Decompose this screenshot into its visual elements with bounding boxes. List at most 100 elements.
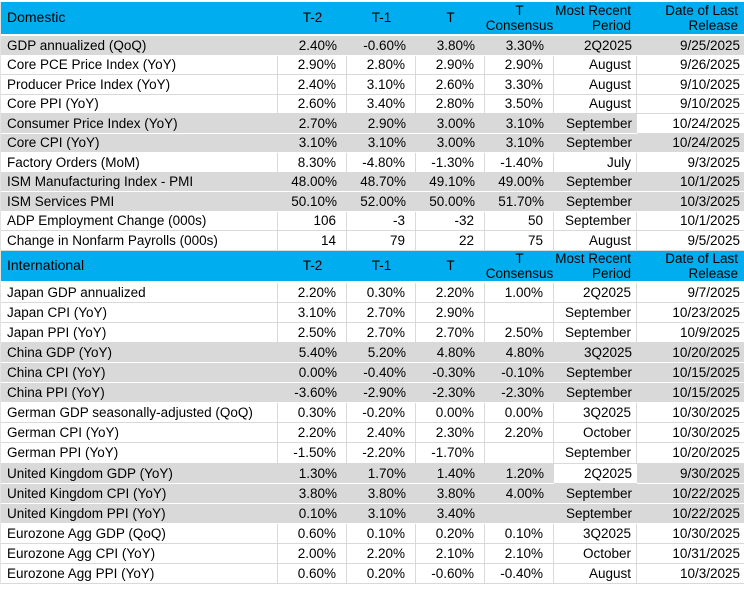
cell-label[interactable]: German PPI (YoY) [1,443,278,464]
cell-t[interactable]: 0.20% [416,523,485,544]
cell-t2[interactable]: 2.70% [278,114,347,134]
cell-t2[interactable]: 48.00% [278,172,347,192]
section-title-domestic[interactable]: Domestic [1,2,278,36]
cell-t2[interactable]: 2.60% [278,94,347,114]
cell-t[interactable]: 3.80% [416,483,485,504]
cell-date[interactable]: 9/25/2025 [637,36,744,56]
cell-label[interactable]: Core PCE Price Index (YoY) [1,55,278,75]
cell-t[interactable]: 2.60% [416,75,485,95]
cell-t[interactable]: 3.80% [416,36,485,56]
cell-period[interactable]: September [554,322,637,343]
cell-t[interactable]: 22 [416,231,485,251]
cell-t2[interactable]: 2.50% [278,322,347,343]
cell-t2[interactable]: -1.50% [278,443,347,464]
cell-cons[interactable]: 2.20% [485,423,554,444]
cell-cons[interactable] [485,443,554,464]
cell-date[interactable]: 10/24/2025 [637,114,744,134]
cell-label[interactable]: China PPI (YoY) [1,383,278,404]
cell-t2[interactable]: 106 [278,211,347,231]
cell-t[interactable]: -1.30% [416,153,485,173]
cell-t2[interactable]: 0.60% [278,523,347,544]
cell-label[interactable]: German GDP seasonally-adjusted (QoQ) [1,403,278,424]
cell-date[interactable]: 9/7/2025 [637,282,744,303]
cell-label[interactable]: United Kingdom CPI (YoY) [1,483,278,504]
cell-date[interactable]: 10/30/2025 [637,403,744,424]
column-header-cons[interactable]: T Consensus [485,2,554,36]
cell-period[interactable]: September [554,302,637,323]
column-header-t2[interactable]: T-2 [278,250,347,283]
cell-period[interactable]: September [554,114,637,134]
cell-label[interactable]: Japan GDP annualized [1,282,278,303]
cell-t2[interactable]: 5.40% [278,343,347,364]
cell-period[interactable]: September [554,192,637,212]
cell-label[interactable]: Factory Orders (MoM) [1,153,278,173]
cell-t2[interactable]: 0.10% [278,503,347,524]
cell-t1[interactable]: 0.30% [347,282,416,303]
section-title-international[interactable]: International [1,250,278,283]
cell-t1[interactable]: -4.80% [347,153,416,173]
cell-label[interactable]: China CPI (YoY) [1,363,278,384]
cell-period[interactable]: September [554,483,637,504]
cell-t[interactable]: 2.90% [416,55,485,75]
cell-label[interactable]: Core CPI (YoY) [1,133,278,153]
cell-t[interactable]: 4.80% [416,343,485,364]
cell-cons[interactable]: 3.30% [485,36,554,56]
cell-t[interactable]: -32 [416,211,485,231]
cell-t2[interactable]: 0.60% [278,564,347,585]
cell-label[interactable]: GDP annualized (QoQ) [1,36,278,56]
cell-cons[interactable]: 4.00% [485,483,554,504]
cell-t[interactable]: 2.80% [416,94,485,114]
cell-label[interactable]: Eurozone Agg GDP (QoQ) [1,523,278,544]
cell-t1[interactable]: 2.20% [347,543,416,565]
cell-t2[interactable]: -3.60% [278,383,347,404]
cell-t2[interactable]: 2.40% [278,36,347,56]
cell-t2[interactable]: 8.30% [278,153,347,173]
cell-t1[interactable]: 2.90% [347,114,416,134]
cell-t2[interactable]: 3.10% [278,133,347,153]
cell-period[interactable]: September [554,363,637,384]
cell-cons[interactable]: 3.10% [485,133,554,153]
cell-label[interactable]: Japan PPI (YoY) [1,322,278,343]
cell-t1[interactable]: 0.20% [347,564,416,585]
cell-t[interactable]: 3.00% [416,114,485,134]
cell-t1[interactable]: 1.70% [347,463,416,484]
cell-t2[interactable]: 1.30% [278,463,347,484]
cell-cons[interactable] [485,503,554,524]
cell-t1[interactable]: 2.80% [347,55,416,75]
cell-t[interactable]: -0.30% [416,363,485,384]
cell-period[interactable]: 3Q2025 [554,403,637,424]
cell-period[interactable]: 2Q2025 [554,36,637,56]
cell-label[interactable]: Consumer Price Index (YoY) [1,114,278,134]
cell-date[interactable]: 9/10/2025 [637,94,744,114]
cell-period[interactable]: August [554,94,637,114]
cell-t2[interactable]: 2.20% [278,423,347,444]
cell-t2[interactable]: 50.10% [278,192,347,212]
column-header-cons[interactable]: T Consensus [485,250,554,283]
cell-t1[interactable]: 48.70% [347,172,416,192]
cell-t1[interactable]: 5.20% [347,343,416,364]
cell-period[interactable]: September [554,503,637,524]
cell-t1[interactable]: 0.10% [347,523,416,544]
cell-t[interactable]: 2.70% [416,322,485,343]
cell-t[interactable]: -0.60% [416,564,485,585]
cell-t2[interactable]: 2.00% [278,543,347,565]
cell-label[interactable]: ISM Manufacturing Index - PMI [1,172,278,192]
cell-t1[interactable]: 2.70% [347,322,416,343]
cell-period[interactable]: September [554,443,637,464]
cell-cons[interactable]: 51.70% [485,192,554,212]
cell-t1[interactable]: 3.40% [347,94,416,114]
cell-cons[interactable]: 1.00% [485,282,554,303]
cell-label[interactable]: Japan CPI (YoY) [1,302,278,323]
cell-t1[interactable]: 2.70% [347,302,416,323]
cell-period[interactable]: August [554,55,637,75]
column-header-t1[interactable]: T-1 [347,2,416,36]
cell-cons[interactable] [485,302,554,323]
cell-t1[interactable]: 3.10% [347,503,416,524]
cell-label[interactable]: Core PPI (YoY) [1,94,278,114]
cell-period[interactable]: September [554,172,637,192]
cell-label[interactable]: Eurozone Agg PPI (YoY) [1,564,278,585]
cell-t2[interactable]: 3.10% [278,302,347,323]
cell-cons[interactable]: 0.00% [485,403,554,424]
cell-period[interactable]: 3Q2025 [554,343,637,364]
cell-t[interactable]: 2.10% [416,543,485,565]
